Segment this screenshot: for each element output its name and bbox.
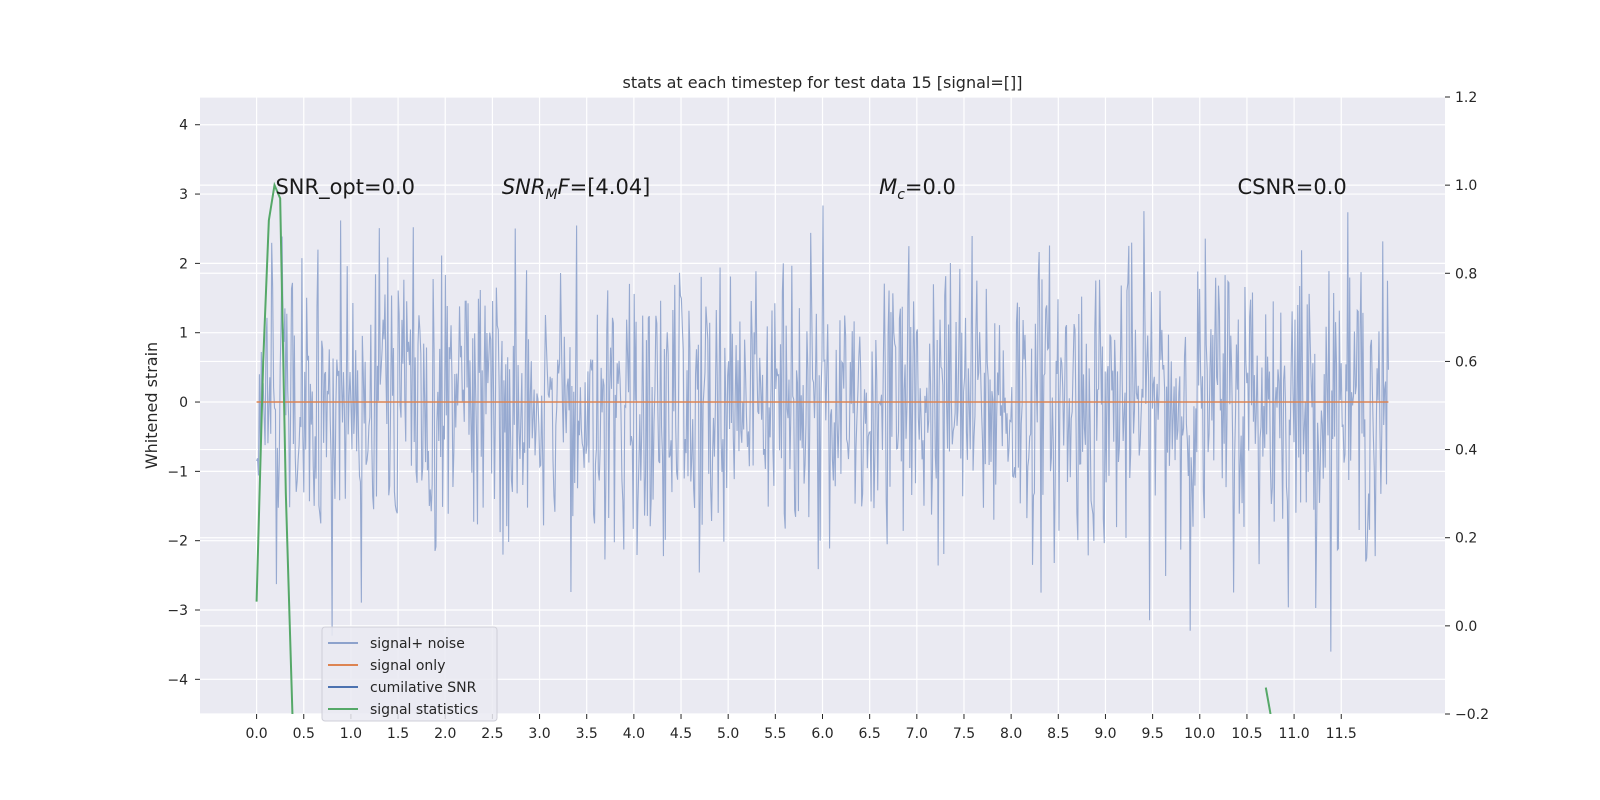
y2-tick-label: 0.6: [1455, 354, 1477, 370]
y-tick-label: 0: [179, 395, 188, 411]
x-tick-label: 4.5: [670, 726, 692, 742]
y-tick-label: 2: [179, 256, 188, 272]
y-tick-label: −3: [167, 603, 188, 619]
x-tick-label: 1.0: [340, 726, 362, 742]
x-tick-label: 3.0: [528, 726, 550, 742]
y2-tick-label: −0.2: [1455, 707, 1489, 723]
x-tick-label: 10.5: [1231, 726, 1262, 742]
x-tick-label: 5.0: [717, 726, 739, 742]
x-tick-label: 4.0: [623, 726, 645, 742]
y2-tick-label: 0.8: [1455, 266, 1477, 282]
y2-tick-label: 1.2: [1455, 90, 1477, 106]
legend-box: [321, 626, 498, 722]
annotation-3: CSNR=0.0: [1238, 175, 1347, 199]
legend-label: signal statistics: [370, 702, 478, 718]
signal-statistics-line: [255, 181, 294, 714]
y-tick-label: 3: [179, 187, 188, 203]
x-tick-label: 8.5: [1047, 726, 1069, 742]
x-tick-label: 3.5: [576, 726, 598, 742]
y2-tick-label: 0.0: [1455, 619, 1477, 635]
legend-label: cumilative SNR: [370, 680, 477, 696]
signal-noise-line: [256, 205, 1389, 652]
x-tick-label: 2.0: [434, 726, 456, 742]
x-tick-label: 7.0: [906, 726, 928, 742]
x-tick-label: 9.0: [1094, 726, 1116, 742]
y2-tick-label: 0.2: [1455, 531, 1477, 547]
annotation-1: SNRMF=[4.04]: [502, 175, 651, 203]
legend: signal+ noise signal only cumilative SNR si…: [321, 626, 498, 722]
x-tick-label: 8.0: [1000, 726, 1022, 742]
y-tick-label: −4: [167, 672, 188, 688]
y-tick-label: −1: [167, 464, 188, 480]
series-signal-noise: [256, 205, 1389, 652]
x-tick-label: 6.5: [859, 726, 881, 742]
x-tick-label: 11.0: [1279, 726, 1310, 742]
legend-label: signal only: [370, 658, 445, 674]
series-lines: [255, 181, 1389, 714]
legend-label: signal+ noise: [370, 636, 465, 652]
signal-statistics-line: [1264, 687, 1272, 714]
ticks: 0.0 0.5 1.0 1.5 2.0 2.5 3.0 3.5 4.0 4.5 5.0 5.5 6.0 6…: [167, 90, 1489, 742]
annotations: SNR_opt=0.0 SNRMF=[4.04] Mc=0.0 CSNR=0.0: [275, 175, 1346, 203]
y2-tick-label: 0.4: [1455, 443, 1477, 459]
y-tick-label: −2: [167, 534, 188, 550]
x-tick-label: 6.0: [811, 726, 833, 742]
x-tick-label: 1.5: [387, 726, 409, 742]
y-tick-label: 1: [179, 326, 188, 342]
y-axis-label: Whitened strain: [142, 342, 161, 469]
x-tick-label: 11.5: [1326, 726, 1357, 742]
x-tick-label: 9.5: [1141, 726, 1163, 742]
chart-title: stats at each timestep for test data 15 …: [623, 73, 1023, 92]
annotation-0: SNR_opt=0.0: [275, 175, 415, 200]
annotation-2: Mc=0.0: [879, 175, 956, 203]
x-tick-label: 2.5: [481, 726, 503, 742]
y-tick-label: 4: [179, 118, 188, 134]
x-tick-label: 0.5: [293, 726, 315, 742]
x-tick-label: 5.5: [764, 726, 786, 742]
x-tick-label: 0.0: [245, 726, 267, 742]
y2-tick-label: 1.0: [1455, 178, 1477, 194]
x-tick-label: 7.5: [953, 726, 975, 742]
x-tick-label: 10.0: [1184, 726, 1215, 742]
